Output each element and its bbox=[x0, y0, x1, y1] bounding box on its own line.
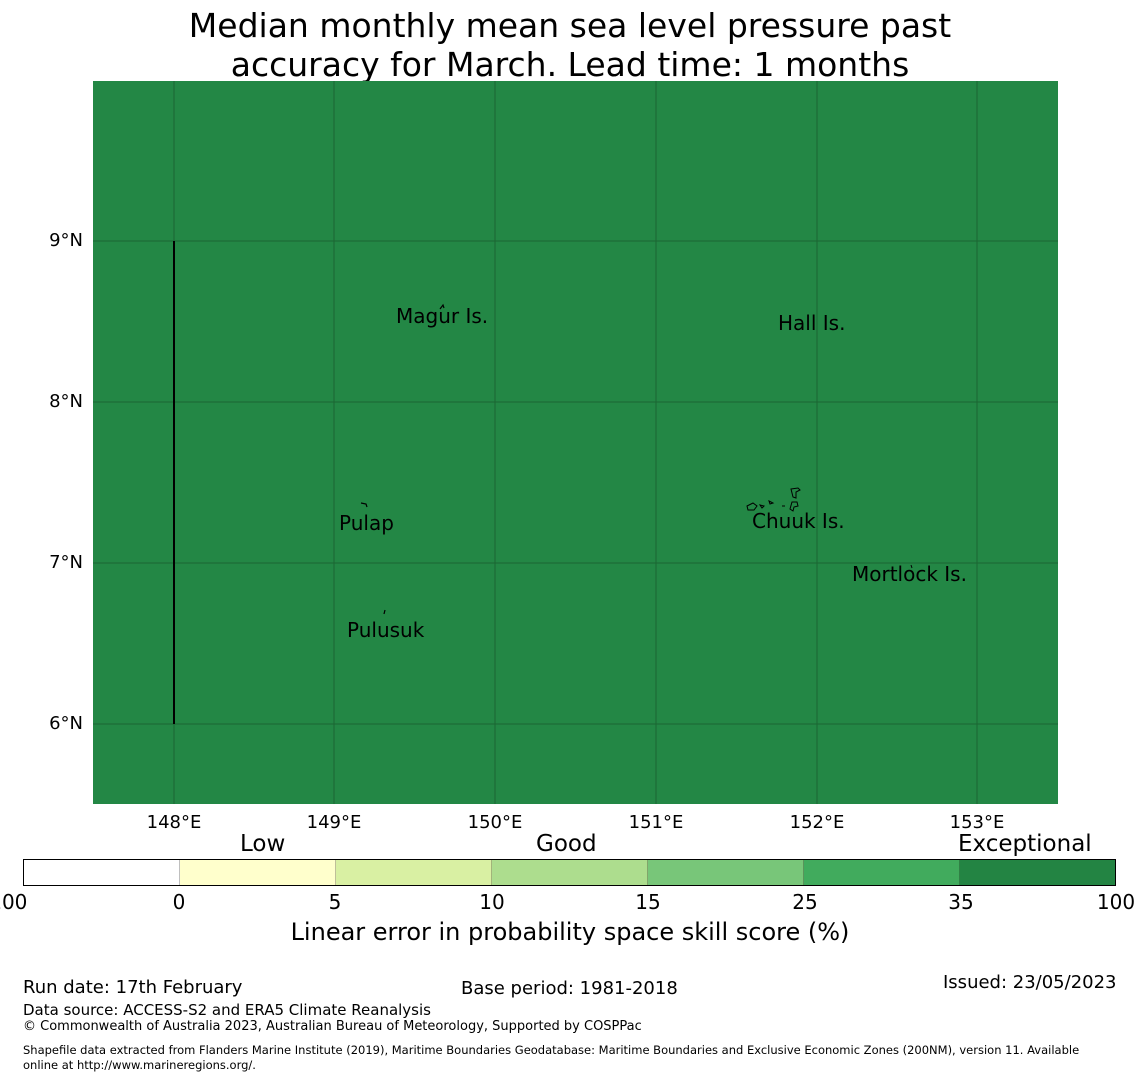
lon-label-153e: 153°E bbox=[949, 812, 1005, 833]
shapefile-credit-line-1: Shapefile data extracted from Flanders M… bbox=[23, 1043, 1080, 1057]
lon-label-148e: 148°E bbox=[146, 812, 202, 833]
colorbar-tick: 100 bbox=[1096, 890, 1136, 914]
island-label-pulap: Pulap bbox=[339, 511, 394, 535]
island-label-pulusuk: Pulusuk bbox=[347, 618, 425, 642]
colorbar-tick: 25 bbox=[792, 890, 818, 914]
chuuk-island-shapes bbox=[746, 487, 801, 512]
colorbar-segment bbox=[492, 860, 648, 885]
title-line-2: accuracy for March. Lead time: 1 months bbox=[230, 45, 910, 84]
pulap-island-shape bbox=[360, 502, 368, 508]
issued-date: Issued: 23/05/2023 bbox=[943, 972, 1117, 993]
chart-title: Median monthly mean sea level pressure p… bbox=[0, 6, 1140, 84]
legend-category-good: Good bbox=[536, 831, 597, 857]
run-date: Run date: 17th February bbox=[23, 977, 243, 998]
colorbar-segment bbox=[180, 860, 336, 885]
colorbar-segment bbox=[960, 860, 1115, 885]
island-label-chuuk: Chuuk Is. bbox=[752, 509, 845, 533]
lat-label-9n: 9°N bbox=[49, 230, 83, 251]
data-source: Data source: ACCESS-S2 and ERA5 Climate … bbox=[23, 1001, 431, 1019]
colorbar-caption: Linear error in probability space skill … bbox=[290, 918, 850, 946]
colorbar-tick: -100 bbox=[0, 890, 28, 914]
colorbar-tick: 15 bbox=[635, 890, 661, 914]
colorbar-segment bbox=[804, 860, 960, 885]
lon-label-151e: 151°E bbox=[628, 812, 684, 833]
legend-category-low: Low bbox=[240, 831, 286, 857]
lat-label-8n: 8°N bbox=[49, 391, 83, 412]
mortlock-island-shape bbox=[910, 564, 913, 569]
pulusuk-island-shape bbox=[383, 609, 386, 615]
lat-label-7n: 7°N bbox=[49, 552, 83, 573]
lat-label-6n: 6°N bbox=[49, 713, 83, 734]
map-panel: Magur Is. Hall Is. Pulap Chuuk Is. Mortl… bbox=[93, 81, 1058, 804]
shapefile-credit-line-2: online at http://www.marineregions.org/. bbox=[23, 1058, 256, 1072]
colorbar-tick: 5 bbox=[328, 890, 342, 914]
colorbar bbox=[23, 859, 1116, 886]
copyright: © Commonwealth of Australia 2023, Austra… bbox=[23, 1019, 642, 1034]
colorbar-tick: 10 bbox=[479, 890, 505, 914]
colorbar-segment bbox=[648, 860, 804, 885]
title-line-1: Median monthly mean sea level pressure p… bbox=[188, 6, 952, 45]
map-overlay bbox=[93, 81, 1058, 804]
base-period: Base period: 1981-2018 bbox=[461, 978, 678, 999]
colorbar-segment bbox=[336, 860, 492, 885]
lon-label-152e: 152°E bbox=[789, 812, 845, 833]
colorbar-tick: 0 bbox=[172, 890, 186, 914]
lon-label-150e: 150°E bbox=[467, 812, 523, 833]
colorbar-segment bbox=[24, 860, 180, 885]
lon-label-149e: 149°E bbox=[306, 812, 362, 833]
legend-category-exceptional: Exceptional bbox=[958, 831, 1092, 857]
magur-island-shape bbox=[439, 303, 445, 310]
island-label-mortlock: Mortlock Is. bbox=[852, 562, 967, 586]
island-label-magur: Magur Is. bbox=[396, 304, 489, 328]
island-label-hall: Hall Is. bbox=[778, 311, 846, 335]
colorbar-tick: 35 bbox=[948, 890, 974, 914]
